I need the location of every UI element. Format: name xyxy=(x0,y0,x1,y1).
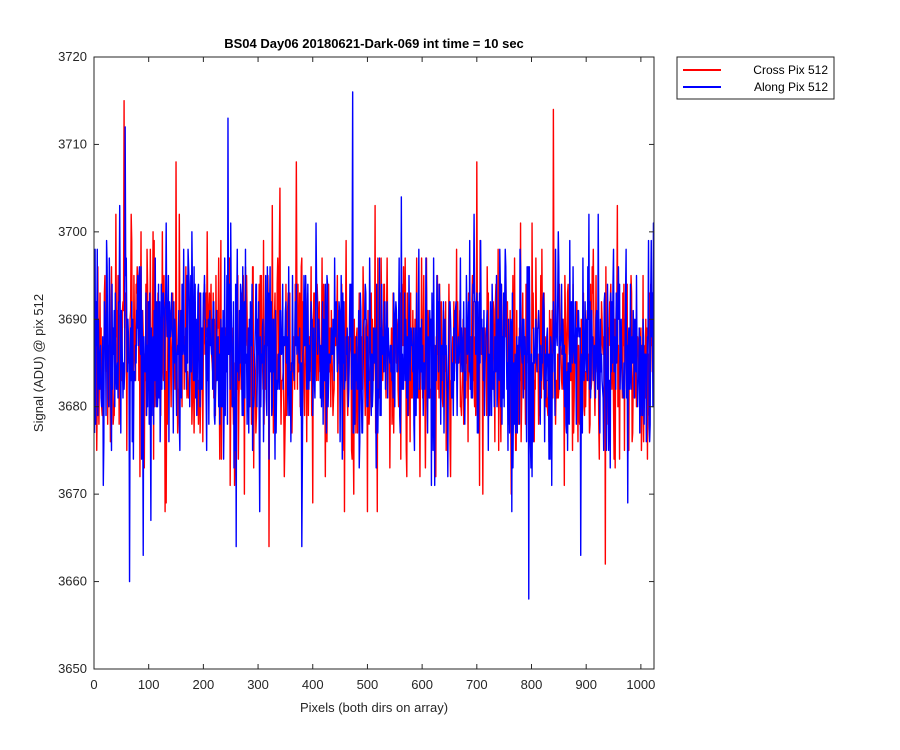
y-tick-label: 3710 xyxy=(58,136,87,151)
plot-area xyxy=(94,57,654,669)
legend-entry: Cross Pix 512 xyxy=(753,63,828,77)
tick-labels: 0 100 200 300 400 500 600 700 800 900 1000 3650 3660… xyxy=(58,49,655,692)
y-tick-label: 3670 xyxy=(58,486,87,501)
x-axis-label: Pixels (both dirs on array) xyxy=(300,700,448,715)
series-lines xyxy=(94,91,654,600)
y-tick-label: 3690 xyxy=(58,311,87,326)
chart-title: BS04 Day06 20180621-Dark-069 int time = … xyxy=(224,36,524,51)
x-tick-label: 200 xyxy=(193,677,215,692)
x-tick-label: 100 xyxy=(138,677,160,692)
series-line-along-pix-512 xyxy=(94,91,654,600)
legend-box xyxy=(676,56,835,100)
x-tick-label: 400 xyxy=(302,677,324,692)
legend: Cross Pix 512 Along Pix 512 xyxy=(676,56,835,100)
x-tick-label: 800 xyxy=(521,677,543,692)
y-axis-label: Signal (ADU) @ pix 512 xyxy=(31,294,46,432)
y-tick-label: 3700 xyxy=(58,224,87,239)
plot-frame xyxy=(93,56,655,670)
y-tick-label: 3680 xyxy=(58,399,87,414)
axis-ticks xyxy=(93,56,654,670)
legend-entry: Along Pix 512 xyxy=(754,80,828,94)
x-tick-label: 900 xyxy=(575,677,597,692)
x-tick-label: 700 xyxy=(466,677,488,692)
y-tick-label: 3720 xyxy=(58,49,87,64)
x-tick-label: 300 xyxy=(247,677,269,692)
x-tick-label: 500 xyxy=(357,677,379,692)
y-tick-label: 3660 xyxy=(58,574,87,589)
x-tick-label: 600 xyxy=(411,677,433,692)
x-tick-label: 1000 xyxy=(626,677,655,692)
y-tick-label: 3650 xyxy=(58,661,87,676)
x-tick-label: 0 xyxy=(90,677,97,692)
